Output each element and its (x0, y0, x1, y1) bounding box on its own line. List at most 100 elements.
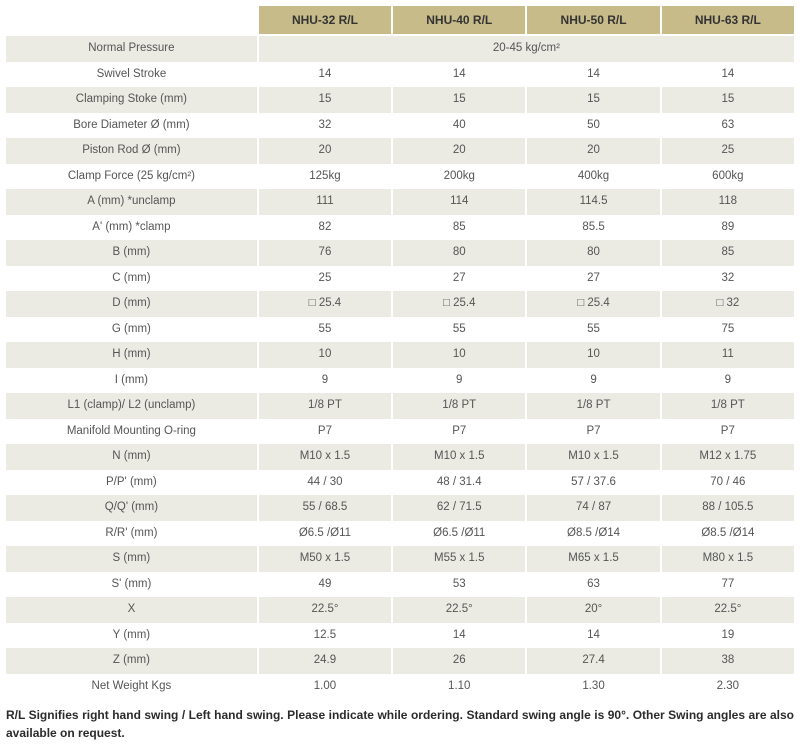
row-value: □ 25.4 (526, 291, 660, 317)
row-value: M12 x 1.75 (661, 444, 795, 470)
row-value: 27 (392, 266, 526, 292)
row-value: 15 (392, 87, 526, 113)
table-row: I (mm)9999 (5, 368, 795, 394)
row-value: 80 (526, 240, 660, 266)
row-value: 9 (661, 368, 795, 394)
row-label: X (5, 597, 258, 623)
row-label: Normal Pressure (5, 35, 258, 62)
row-value: 63 (661, 113, 795, 139)
row-label: Piston Rod Ø (mm) (5, 138, 258, 164)
row-value: 22.5° (392, 597, 526, 623)
table-row: C (mm)25272732 (5, 266, 795, 292)
row-value: 12.5 (258, 623, 392, 649)
row-value: 9 (258, 368, 392, 394)
row-label: I (mm) (5, 368, 258, 394)
col-header: NHU-32 R/L (258, 5, 392, 35)
row-value: 14 (258, 62, 392, 88)
row-value: 85.5 (526, 215, 660, 241)
row-value: 40 (392, 113, 526, 139)
row-value: 118 (661, 189, 795, 215)
row-value: M10 x 1.5 (526, 444, 660, 470)
row-value: 27.4 (526, 648, 660, 674)
table-row: Normal Pressure20-45 kg/cm² (5, 35, 795, 62)
row-value: 14 (526, 623, 660, 649)
table-row: R/R' (mm)Ø6.5 /Ø11Ø6.5 /Ø11Ø8.5 /Ø14Ø8.5… (5, 521, 795, 547)
row-value: 25 (258, 266, 392, 292)
table-row: X22.5°22.5°20°22.5° (5, 597, 795, 623)
row-value: 19 (661, 623, 795, 649)
row-label: G (mm) (5, 317, 258, 343)
header-blank (5, 5, 258, 35)
col-header: NHU-63 R/L (661, 5, 795, 35)
row-value: 20 (526, 138, 660, 164)
row-value: 15 (258, 87, 392, 113)
row-label: S' (mm) (5, 572, 258, 598)
row-value-merged: 20-45 kg/cm² (258, 35, 795, 62)
row-value: P7 (392, 419, 526, 445)
row-value: 24.9 (258, 648, 392, 674)
row-value: 14 (526, 62, 660, 88)
row-value: 38 (661, 648, 795, 674)
row-value: 32 (661, 266, 795, 292)
row-value: 50 (526, 113, 660, 139)
row-value: 62 / 71.5 (392, 495, 526, 521)
table-row: G (mm)55555575 (5, 317, 795, 343)
row-value: 53 (392, 572, 526, 598)
row-value: 20 (392, 138, 526, 164)
table-body: Normal Pressure20-45 kg/cm²Swivel Stroke… (5, 35, 795, 699)
row-value: 55 (258, 317, 392, 343)
row-value: 55 / 68.5 (258, 495, 392, 521)
col-header: NHU-50 R/L (526, 5, 660, 35)
row-value: 22.5° (661, 597, 795, 623)
row-label: Clamping Stoke (mm) (5, 87, 258, 113)
col-header: NHU-40 R/L (392, 5, 526, 35)
row-value: Ø8.5 /Ø14 (526, 521, 660, 547)
row-value: 9 (392, 368, 526, 394)
row-label: L1 (clamp)/ L2 (unclamp) (5, 393, 258, 419)
table-row: D (mm)□ 25.4□ 25.4□ 25.4□ 32 (5, 291, 795, 317)
row-value: 77 (661, 572, 795, 598)
row-value: 22.5° (258, 597, 392, 623)
row-value: 20° (526, 597, 660, 623)
table-row: P/P' (mm)44 / 3048 / 31.457 / 37.670 / 4… (5, 470, 795, 496)
row-value: 1/8 PT (392, 393, 526, 419)
table-row: Net Weight Kgs1.001.101.302.30 (5, 674, 795, 700)
table-row: Y (mm)12.5141419 (5, 623, 795, 649)
row-value: 10 (258, 342, 392, 368)
row-value: 55 (392, 317, 526, 343)
row-value: 14 (661, 62, 795, 88)
row-value: M50 x 1.5 (258, 546, 392, 572)
row-value: 200kg (392, 164, 526, 190)
table-row: L1 (clamp)/ L2 (unclamp)1/8 PT1/8 PT1/8 … (5, 393, 795, 419)
row-value: □ 25.4 (258, 291, 392, 317)
table-row: S (mm)M50 x 1.5M55 x 1.5M65 x 1.5M80 x 1… (5, 546, 795, 572)
table-row: N (mm)M10 x 1.5M10 x 1.5M10 x 1.5M12 x 1… (5, 444, 795, 470)
row-value: P7 (258, 419, 392, 445)
footnote: R/L Signifies right hand swing / Left ha… (4, 705, 796, 742)
row-value: 14 (392, 623, 526, 649)
row-value: 14 (392, 62, 526, 88)
row-label: Swivel Stroke (5, 62, 258, 88)
row-label: H (mm) (5, 342, 258, 368)
row-value: P7 (661, 419, 795, 445)
row-value: 15 (526, 87, 660, 113)
row-value: Ø6.5 /Ø11 (392, 521, 526, 547)
row-value: 70 / 46 (661, 470, 795, 496)
row-value: 20 (258, 138, 392, 164)
row-value: M65 x 1.5 (526, 546, 660, 572)
row-value: 1/8 PT (258, 393, 392, 419)
row-label: Q/Q' (mm) (5, 495, 258, 521)
row-value: 76 (258, 240, 392, 266)
row-label: Manifold Mounting O-ring (5, 419, 258, 445)
row-label: N (mm) (5, 444, 258, 470)
row-value: 85 (392, 215, 526, 241)
row-value: 74 / 87 (526, 495, 660, 521)
row-value: 11 (661, 342, 795, 368)
row-value: 600kg (661, 164, 795, 190)
row-label: A (mm) *unclamp (5, 189, 258, 215)
table-row: Piston Rod Ø (mm)20202025 (5, 138, 795, 164)
row-label: P/P' (mm) (5, 470, 258, 496)
table-row: Q/Q' (mm)55 / 68.562 / 71.574 / 8788 / 1… (5, 495, 795, 521)
table-row: S' (mm)49536377 (5, 572, 795, 598)
row-label: S (mm) (5, 546, 258, 572)
